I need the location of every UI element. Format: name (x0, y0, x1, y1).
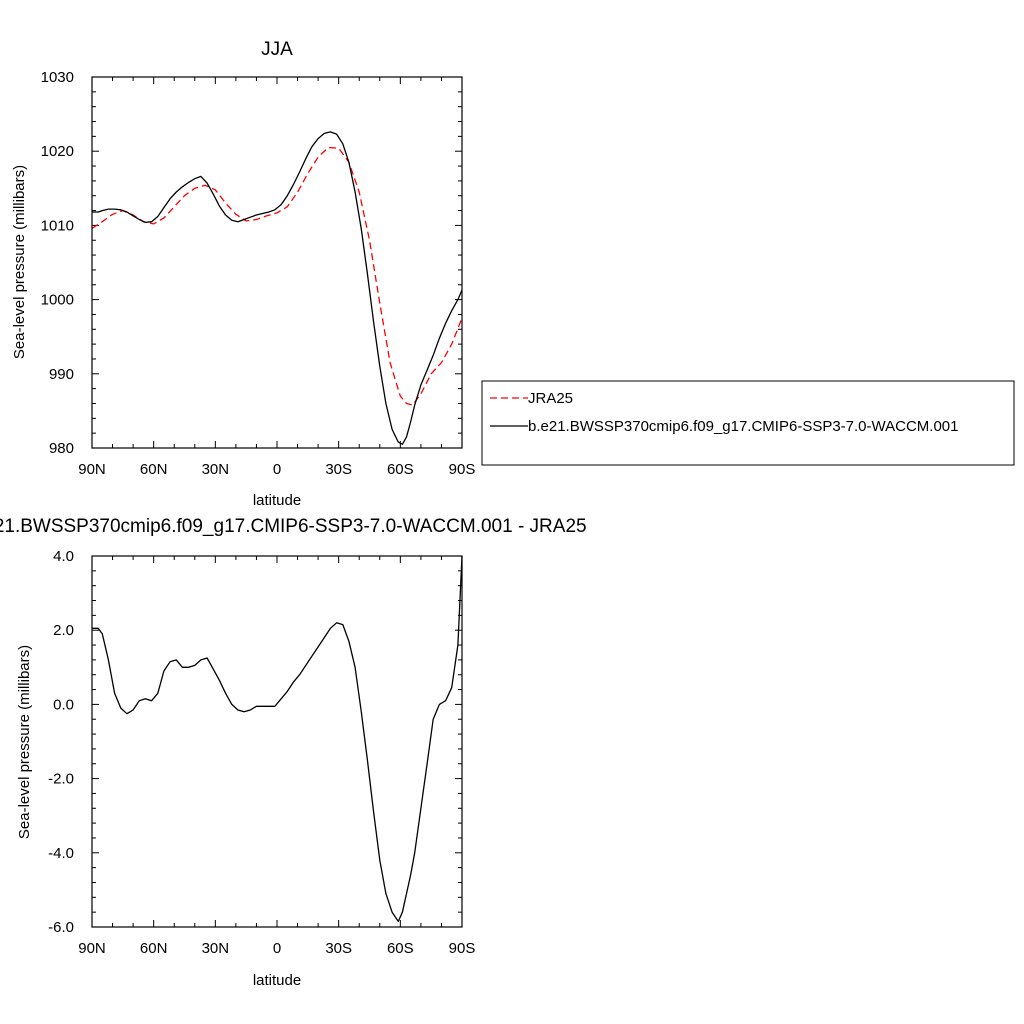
x-tick-label: 90N (78, 940, 106, 957)
x-tick-label: 90S (449, 940, 476, 957)
plot-lines (92, 555, 463, 923)
y-tick-label: 4.0 (53, 548, 74, 565)
y-tick-label: 1020 (41, 143, 74, 160)
bottom-panel: b.e21.BWSSP370cmip6.f09_g17.CMIP6-SSP3-7… (0, 516, 587, 989)
y-tick-label: 2.0 (53, 622, 74, 639)
y-tick-label: 1000 (41, 292, 74, 309)
x-axis-label: latitude (253, 972, 301, 989)
axis-ticks: 90N 60N 30N 0 30S 60S 90S -6.0 -4.0 -2.0 0.0 2.0 4.0 (48, 548, 475, 957)
y-tick-label: -4.0 (48, 845, 74, 862)
axis-ticks: 90N 60N 30N 0 30S 60S 90S 980 990 1000 1010 1020 103… (41, 69, 476, 478)
y-tick-label: 980 (49, 440, 74, 457)
chart-title: JJA (261, 39, 293, 60)
y-tick-label: 0.0 (53, 696, 74, 713)
plot-lines (91, 131, 463, 445)
y-tick-label: 1010 (41, 217, 74, 234)
legend-label-model: b.e21.BWSSP370cmip6.f09_g17.CMIP6-SSP3-7… (528, 418, 958, 435)
x-tick-label: 60S (387, 940, 414, 957)
chart-title: b.e21.BWSSP370cmip6.f09_g17.CMIP6-SSP3-7… (0, 516, 587, 537)
x-tick-label: 90N (78, 461, 106, 478)
series-line-0 (91, 146, 463, 406)
y-axis-label: Sea-level pressure (millibars) (11, 165, 28, 359)
x-tick-label: 30N (202, 461, 230, 478)
x-tick-label: 60N (140, 461, 168, 478)
x-tick-label: 0 (273, 940, 281, 957)
series-line-1 (92, 131, 463, 445)
series-line-0 (92, 555, 463, 923)
x-tick-label: 60N (140, 940, 168, 957)
x-tick-label: 90S (449, 461, 476, 478)
x-tick-label: 30S (325, 940, 352, 957)
x-axis-label: latitude (253, 492, 301, 509)
top-panel: JJA Sea-level pressure (millibars) latit… (11, 39, 475, 509)
y-tick-label: 1030 (41, 69, 74, 86)
legend-box (481, 380, 1015, 466)
plot-frame (91, 76, 463, 449)
x-tick-label: 30N (202, 940, 230, 957)
plot-frame (91, 555, 463, 928)
y-tick-label: -2.0 (48, 771, 74, 788)
legend-label-jra25: JRA25 (528, 390, 573, 407)
y-tick-label: -6.0 (48, 919, 74, 936)
x-tick-label: 30S (325, 461, 352, 478)
x-tick-label: 60S (387, 461, 414, 478)
y-axis-label: Sea-level pressure (millibars) (16, 645, 33, 839)
legend: JRA25 b.e21.BWSSP370cmip6.f09_g17.CMIP6-… (481, 380, 1015, 466)
y-tick-label: 990 (49, 366, 74, 383)
x-tick-label: 0 (273, 461, 281, 478)
